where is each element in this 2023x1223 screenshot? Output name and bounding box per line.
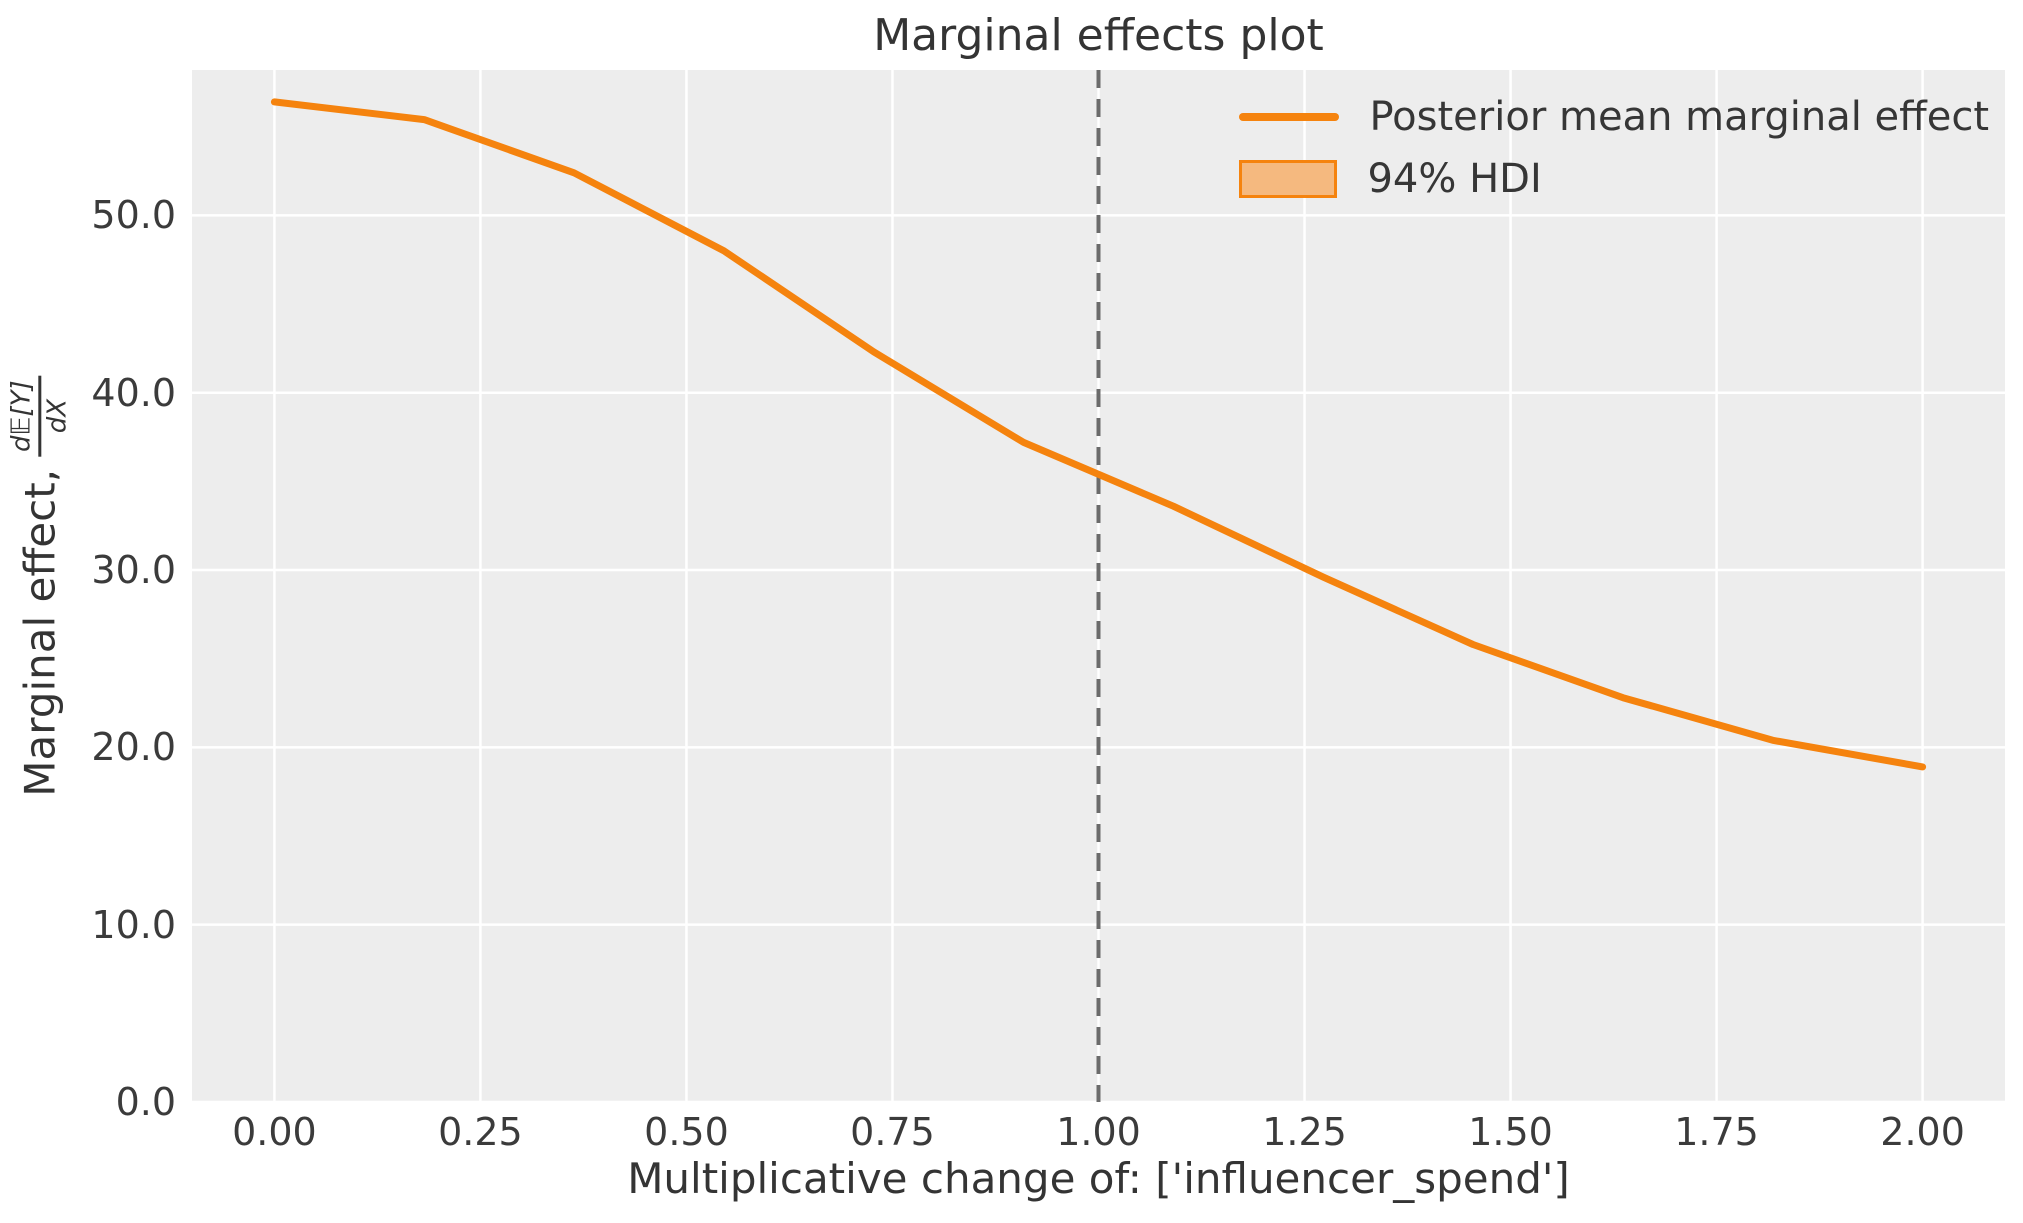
x-tick-label: 1.75 <box>1674 1110 1759 1154</box>
fraction-numerator: d𝔼[Y] <box>6 375 42 457</box>
y-tick-label: 0.0 <box>115 1080 176 1124</box>
x-tick-label: 0.00 <box>232 1110 317 1154</box>
x-tick-label: 0.25 <box>438 1110 523 1154</box>
x-axis-label: Multiplicative change of: ['influencer_s… <box>627 1154 1570 1203</box>
plot-area: Posterior mean marginal effect 94% HDI <box>192 70 2005 1102</box>
y-tick-label: 40.0 <box>91 370 176 415</box>
legend-label: 94% HDI <box>1367 156 1542 202</box>
legend-item-posterior-mean: Posterior mean marginal effect <box>1239 94 1989 140</box>
x-tick-label: 0.75 <box>850 1110 935 1154</box>
x-tick-label: 0.50 <box>644 1110 729 1154</box>
y-tick-label: 50.0 <box>91 193 176 238</box>
posterior-mean-line <box>270 98 1927 771</box>
y-axis-label: Marginal effect, d𝔼[Y] dX <box>6 375 73 797</box>
y-tick-label: 20.0 <box>91 725 176 770</box>
legend-label: Posterior mean marginal effect <box>1369 94 1989 140</box>
legend-item-hdi: 94% HDI <box>1239 156 1989 202</box>
y-tick-label: 10.0 <box>91 902 176 947</box>
plot-canvas <box>192 70 2005 1102</box>
fraction-denominator: dX <box>42 398 73 434</box>
x-tick-label: 1.50 <box>1468 1110 1553 1154</box>
chart-title: Marginal effects plot <box>873 10 1324 61</box>
x-tick-label: 1.00 <box>1056 1110 1141 1154</box>
legend-line-swatch <box>1239 113 1340 121</box>
y-tick-label: 30.0 <box>91 548 176 593</box>
legend: Posterior mean marginal effect 94% HDI <box>1239 94 1989 202</box>
y-axis-label-text: Marginal effect, <box>15 468 65 797</box>
x-tick-label: 2.00 <box>1880 1110 1965 1154</box>
x-tick-label: 1.25 <box>1262 1110 1347 1154</box>
legend-hdi-swatch <box>1239 160 1338 198</box>
y-axis-label-fraction: d𝔼[Y] dX <box>6 375 73 457</box>
